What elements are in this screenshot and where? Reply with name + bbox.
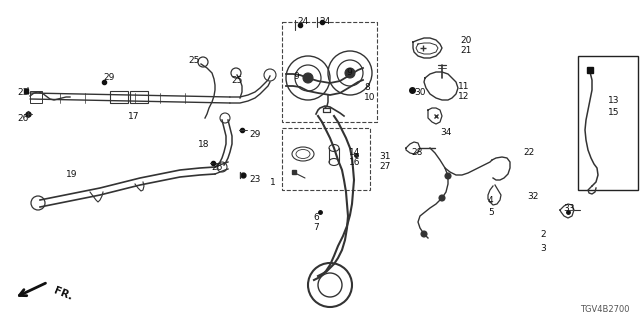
Text: 34: 34 (440, 128, 451, 137)
Text: 3: 3 (540, 244, 546, 253)
Bar (130, 91, 148, 103)
Text: 17: 17 (128, 112, 140, 121)
Circle shape (439, 195, 445, 201)
Bar (30, 91, 42, 103)
Text: 12: 12 (458, 92, 469, 101)
Bar (282, 22, 377, 122)
Circle shape (421, 231, 427, 237)
Text: 23: 23 (17, 88, 28, 97)
Text: 5: 5 (488, 208, 493, 217)
Text: 7: 7 (313, 223, 319, 232)
Text: 31: 31 (379, 152, 390, 161)
Text: 1: 1 (270, 178, 276, 187)
Text: 13: 13 (608, 96, 620, 105)
Text: 26: 26 (17, 114, 28, 123)
Text: FR.: FR. (52, 286, 74, 302)
Text: 24: 24 (319, 17, 330, 26)
Bar (110, 91, 128, 103)
Circle shape (303, 73, 313, 83)
Bar (578, 56, 638, 190)
Text: 29: 29 (103, 73, 115, 82)
Text: 27: 27 (379, 162, 390, 171)
Text: 28: 28 (411, 148, 422, 157)
Text: TGV4B2700: TGV4B2700 (580, 305, 630, 314)
Text: 15: 15 (608, 108, 620, 117)
Text: 32: 32 (527, 192, 538, 201)
Text: 10: 10 (364, 93, 376, 102)
Text: 16: 16 (349, 158, 360, 167)
Text: 25: 25 (231, 76, 243, 85)
Text: 22: 22 (523, 148, 534, 157)
Text: 8: 8 (364, 83, 370, 92)
Text: 9: 9 (346, 68, 352, 77)
Text: 2: 2 (540, 230, 546, 239)
Circle shape (445, 173, 451, 179)
Text: 24: 24 (297, 17, 308, 26)
Text: 6: 6 (313, 213, 319, 222)
Text: 11: 11 (458, 82, 470, 91)
Text: 23: 23 (249, 175, 260, 184)
Bar (282, 128, 370, 190)
Circle shape (345, 68, 355, 78)
Text: 25: 25 (188, 56, 200, 65)
Text: 14: 14 (349, 148, 360, 157)
Text: 33: 33 (563, 204, 575, 213)
Text: 18: 18 (198, 140, 209, 149)
Text: 30: 30 (414, 88, 426, 97)
Text: 19: 19 (66, 170, 77, 179)
Text: 20: 20 (460, 36, 472, 45)
Text: 9: 9 (293, 72, 299, 81)
Text: 4: 4 (488, 196, 493, 205)
Text: 26: 26 (211, 163, 222, 172)
Text: 21: 21 (460, 46, 472, 55)
Text: 29: 29 (249, 130, 260, 139)
